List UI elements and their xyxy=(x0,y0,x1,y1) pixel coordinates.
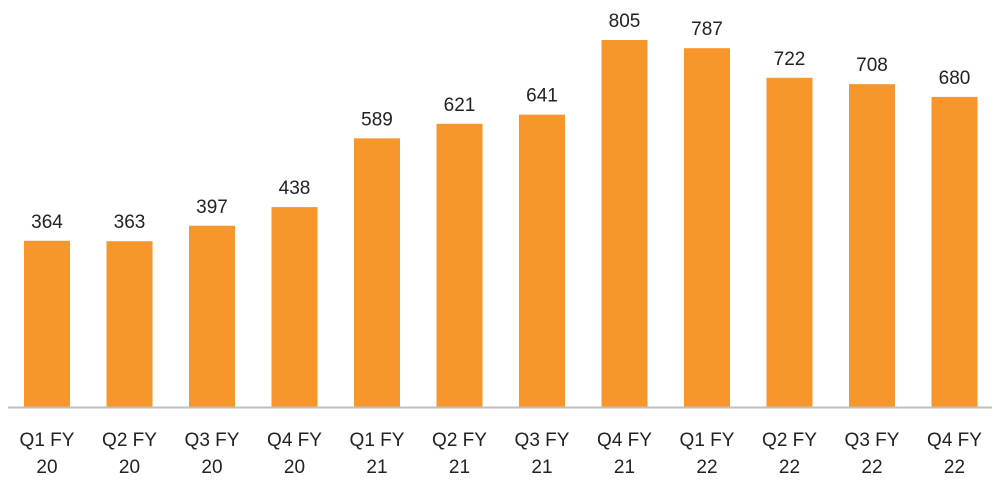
value-label: 363 xyxy=(114,212,146,233)
value-label: 438 xyxy=(279,178,311,199)
x-tick-label: Q2 FY 21 xyxy=(432,430,487,478)
bar xyxy=(849,84,895,407)
value-label: 722 xyxy=(774,49,806,70)
x-tick-label: Q3 FY 21 xyxy=(514,430,570,478)
value-label: 680 xyxy=(939,68,971,89)
bar xyxy=(601,40,648,407)
bar xyxy=(271,207,318,407)
value-label: 805 xyxy=(609,11,641,32)
value-label: 621 xyxy=(444,95,476,116)
x-tick-label: Q1 FY 21 xyxy=(349,430,405,478)
value-label: 589 xyxy=(361,109,393,130)
x-tick-label: Q1 FY 22 xyxy=(679,430,735,478)
x-tick-label: Q2 FY 22 xyxy=(762,430,817,478)
x-tick-label: Q1 FY 20 xyxy=(19,430,75,478)
bar xyxy=(436,123,483,407)
bar xyxy=(354,138,400,407)
bar xyxy=(684,48,730,407)
x-tick-label: Q2 FY 20 xyxy=(102,430,157,478)
value-label: 397 xyxy=(196,197,228,218)
bar xyxy=(931,96,978,407)
x-tick-label: Q4 FY 21 xyxy=(597,430,652,478)
x-tick-label: Q3 FY 22 xyxy=(844,430,900,478)
x-tick-label: Q3 FY 20 xyxy=(184,430,240,478)
bar xyxy=(24,240,70,407)
bar xyxy=(106,241,153,407)
value-label: 641 xyxy=(526,86,558,107)
value-label: 708 xyxy=(856,55,888,76)
bar xyxy=(766,77,813,407)
value-label: 364 xyxy=(31,212,63,233)
x-tick-label: Q4 FY 22 xyxy=(927,430,982,478)
x-tick-label: Q4 FY 20 xyxy=(267,430,322,478)
bar xyxy=(519,114,565,407)
value-label: 787 xyxy=(691,19,723,40)
bar xyxy=(189,225,235,407)
